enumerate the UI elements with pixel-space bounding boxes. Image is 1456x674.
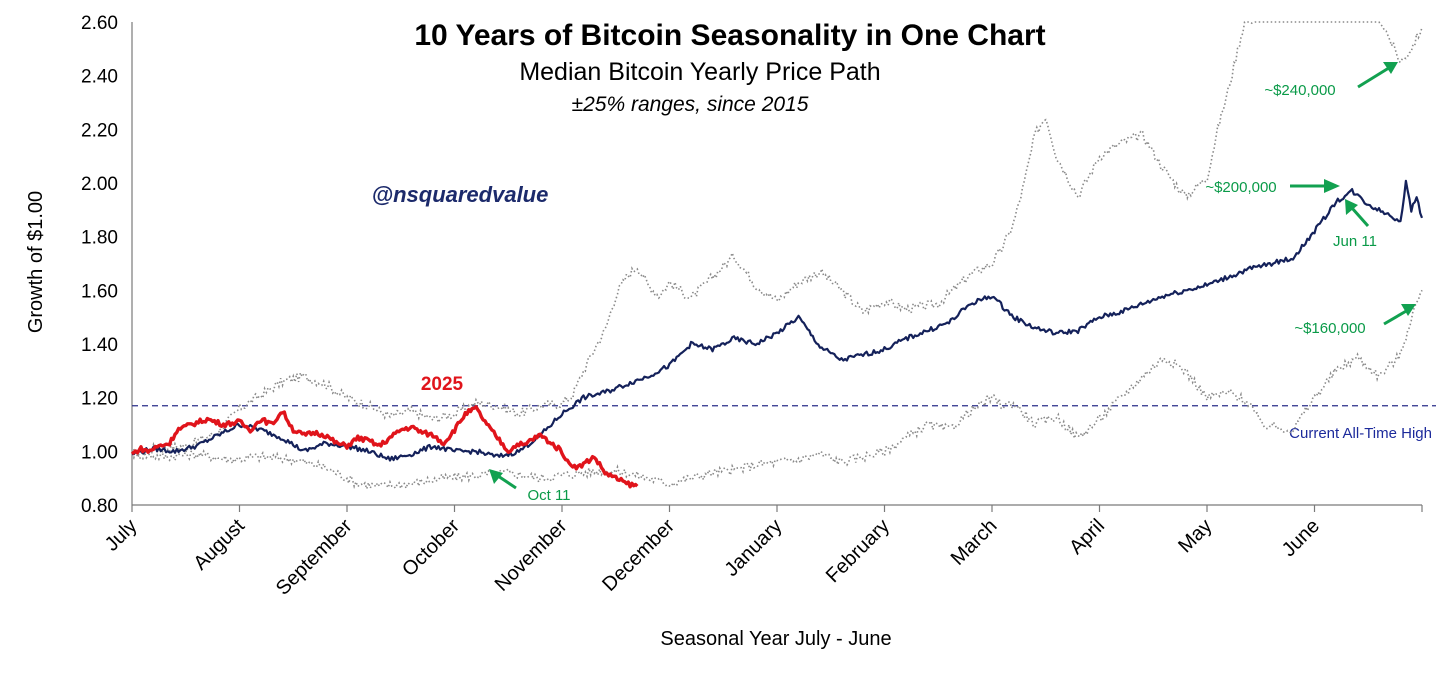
y-tick-label: 2.20 [81, 120, 118, 141]
x-tick-label: June [1278, 515, 1324, 561]
x-tick-label: January [721, 515, 787, 581]
annotation-160k: ~$160,000 [1294, 320, 1365, 337]
arrow-oct11-head [489, 469, 503, 484]
series-line-lower-range-25- [131, 289, 1423, 492]
y-tick-labels: 0.80 1.00 1.20 1.40 1.60 1.80 2.00 2.20 2.40 2.60 [81, 13, 118, 517]
chart-subtitle: Median Bitcoin Yearly Price Path [519, 58, 880, 86]
series-line-upper-range-25- [131, 21, 1423, 459]
y-tick-label: 1.40 [81, 335, 118, 356]
series-line-median-path [131, 179, 1424, 462]
x-tick-label: August [189, 515, 249, 575]
x-tick-labels: July August September October November Decemb… [101, 515, 1324, 600]
x-tick-label: February [822, 515, 894, 587]
y-tick-label: 1.80 [81, 228, 118, 249]
y-tick-label: 1.20 [81, 389, 118, 410]
arrow-oct11 [497, 474, 517, 490]
y-tick-label: 2.00 [81, 174, 118, 195]
arrow-jun11 [1350, 207, 1370, 227]
arrow-jun11-head [1345, 199, 1358, 215]
y-tick-label: 0.80 [81, 496, 118, 517]
x-tick-label: November [491, 515, 572, 596]
annotations: ~$240,000 ~$200,000 Jun 11 ~$160,000 Oct… [421, 62, 1416, 504]
x-tick-label: May [1174, 515, 1216, 557]
chart-title: 10 Years of Bitcoin Seasonality in One C… [414, 19, 1045, 52]
x-tick-label: March [947, 515, 1002, 570]
series-label-2025: 2025 [421, 374, 464, 395]
x-tick-marks [131, 505, 1423, 512]
x-tick-label: September [272, 515, 357, 600]
annotation-oct11: Oct 11 [527, 487, 570, 504]
y-tick-label: 1.00 [81, 442, 118, 463]
y-axis-label: Growth of $1.00 [25, 191, 47, 333]
y-tick-label: 2.40 [81, 67, 118, 88]
arrow-240k-head [1383, 62, 1398, 74]
annotation-200k: ~$200,000 [1205, 179, 1276, 196]
arrow-160k [1383, 308, 1409, 326]
x-tick-label: December [598, 515, 679, 596]
chart-subtitle-range: ±25% ranges, since 2015 [572, 93, 809, 116]
x-tick-label: July [101, 515, 142, 556]
x-axis-label: Seasonal Year July - June [660, 628, 891, 650]
author-handle: @nsquaredvalue [372, 182, 549, 207]
x-tick-label: October [398, 515, 464, 581]
x-tick-label: April [1065, 515, 1109, 559]
arrow-200k-head [1324, 179, 1340, 193]
series-layer [130, 21, 1424, 492]
series-line-2025 [130, 405, 639, 489]
annotation-240k: ~$240,000 [1264, 82, 1335, 99]
annotation-jun11: Jun 11 [1333, 233, 1377, 250]
all-time-high-label: Current All-Time High [1289, 425, 1432, 442]
arrow-240k [1357, 64, 1393, 89]
y-tick-label: 2.60 [81, 13, 118, 34]
arrow-160k-head [1401, 304, 1416, 316]
y-tick-label: 1.60 [81, 281, 118, 302]
